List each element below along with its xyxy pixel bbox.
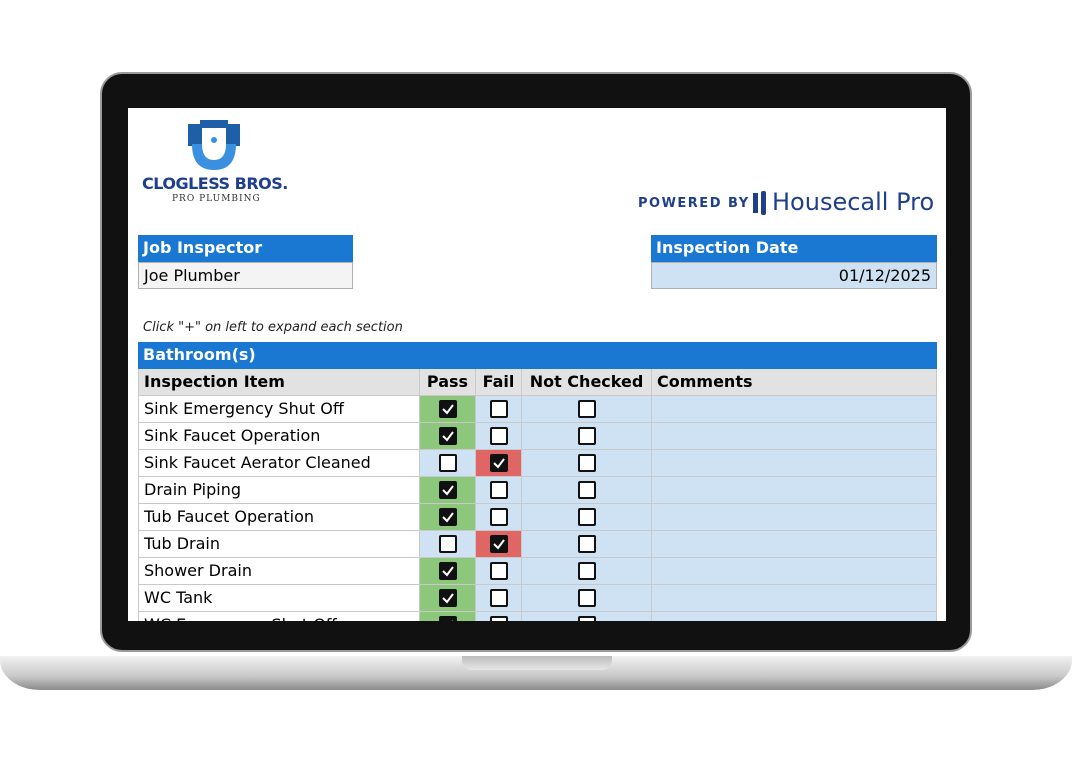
date-value[interactable]: 01/12/2025 bbox=[651, 262, 937, 289]
checkbox[interactable] bbox=[439, 535, 457, 553]
checkbox[interactable] bbox=[439, 400, 457, 418]
checkbox[interactable] bbox=[439, 508, 457, 526]
checkbox[interactable] bbox=[490, 589, 508, 607]
checkbox[interactable] bbox=[490, 508, 508, 526]
comment-cell[interactable] bbox=[652, 531, 937, 558]
check-mark bbox=[442, 593, 454, 604]
inspection-item: Shower Drain bbox=[138, 558, 420, 585]
checkbox[interactable] bbox=[490, 562, 508, 580]
laptop-notch bbox=[462, 656, 612, 670]
date-label: Inspection Date bbox=[651, 235, 937, 262]
checkbox[interactable] bbox=[578, 454, 596, 472]
checkbox[interactable] bbox=[439, 616, 457, 621]
comment-cell[interactable] bbox=[652, 477, 937, 504]
logo-tagline: PRO PLUMBING bbox=[172, 194, 261, 204]
checkbox[interactable] bbox=[578, 508, 596, 526]
comment-cell[interactable] bbox=[652, 612, 937, 621]
check-mark bbox=[493, 458, 505, 469]
check-mark bbox=[442, 566, 454, 577]
instruction: Click "+" on left to expand each section bbox=[143, 320, 403, 335]
powered-by: POWERED BY bbox=[638, 196, 750, 211]
section-title: Bathroom(s) bbox=[138, 342, 937, 369]
checkbox[interactable] bbox=[439, 454, 457, 472]
brand-name: Housecall Pro bbox=[772, 188, 935, 216]
comment-cell[interactable] bbox=[652, 396, 937, 423]
check-mark bbox=[451, 620, 453, 621]
comment-cell[interactable] bbox=[652, 450, 937, 477]
inspector-value[interactable]: Joe Plumber bbox=[138, 262, 353, 289]
inspection-item: Sink Faucet Aerator Cleaned bbox=[138, 450, 420, 477]
inspection-item: Drain Piping bbox=[138, 477, 420, 504]
checkbox[interactable] bbox=[439, 589, 457, 607]
checkbox[interactable] bbox=[578, 400, 596, 418]
checkbox[interactable] bbox=[578, 589, 596, 607]
checkbox[interactable] bbox=[578, 481, 596, 499]
checkbox[interactable] bbox=[578, 616, 596, 621]
inspection-item: Sink Emergency Shut Off bbox=[138, 396, 420, 423]
column-header: Comments bbox=[652, 369, 937, 396]
checkbox[interactable] bbox=[578, 562, 596, 580]
checkbox[interactable] bbox=[578, 427, 596, 445]
logo-name: CLOGLESS BROS. bbox=[142, 174, 288, 193]
checkbox[interactable] bbox=[490, 454, 508, 472]
checkbox[interactable] bbox=[490, 427, 508, 445]
column-header: Pass bbox=[420, 369, 476, 396]
inspection-item: Sink Faucet Operation bbox=[138, 423, 420, 450]
inspection-item: WC Emergency Shut Off bbox=[138, 612, 420, 621]
column-header: Not Checked bbox=[522, 369, 652, 396]
inspection-item: Tub Faucet Operation bbox=[138, 504, 420, 531]
inspection-item: WC Tank bbox=[138, 585, 420, 612]
checkbox[interactable] bbox=[490, 400, 508, 418]
check-mark bbox=[442, 404, 454, 415]
checkbox[interactable] bbox=[490, 481, 508, 499]
checkbox[interactable] bbox=[490, 616, 508, 621]
check-mark bbox=[442, 485, 454, 496]
check-mark bbox=[442, 512, 454, 523]
comment-cell[interactable] bbox=[652, 423, 937, 450]
inspector-label: Job Inspector bbox=[138, 235, 353, 262]
comment-cell[interactable] bbox=[652, 504, 937, 531]
checkbox[interactable] bbox=[578, 535, 596, 553]
check-mark bbox=[493, 539, 505, 550]
checkbox[interactable] bbox=[439, 427, 457, 445]
checkbox[interactable] bbox=[490, 535, 508, 553]
screen: CLOGLESS BROS. PRO PLUMBING POWERED BY H… bbox=[128, 108, 946, 621]
comment-cell[interactable] bbox=[652, 585, 937, 612]
checkbox[interactable] bbox=[439, 562, 457, 580]
checkbox[interactable] bbox=[439, 481, 457, 499]
brand-icon bbox=[753, 191, 766, 215]
logo-icon bbox=[188, 120, 240, 170]
column-header: Inspection Item bbox=[138, 369, 420, 396]
column-header: Fail bbox=[476, 369, 522, 396]
check-mark bbox=[442, 431, 454, 442]
inspection-item: Tub Drain bbox=[138, 531, 420, 558]
comment-cell[interactable] bbox=[652, 558, 937, 585]
